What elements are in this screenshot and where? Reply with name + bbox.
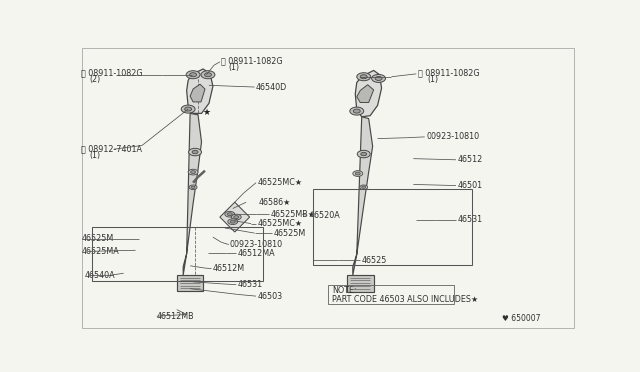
Circle shape xyxy=(355,172,360,175)
Text: NOTE:: NOTE: xyxy=(332,286,356,295)
Circle shape xyxy=(225,211,235,217)
Bar xyxy=(92,227,262,281)
Text: Ⓝ 08911-1082G: Ⓝ 08911-1082G xyxy=(221,57,283,66)
Text: 00923-10810: 00923-10810 xyxy=(426,132,479,141)
Polygon shape xyxy=(353,117,372,275)
Circle shape xyxy=(205,73,211,77)
Circle shape xyxy=(231,214,241,220)
Text: 46525MA: 46525MA xyxy=(81,247,119,256)
Circle shape xyxy=(375,76,382,80)
Circle shape xyxy=(181,105,195,113)
Text: 46531: 46531 xyxy=(458,215,483,224)
Text: (1): (1) xyxy=(428,75,438,84)
Circle shape xyxy=(188,169,198,175)
Circle shape xyxy=(230,220,236,223)
Text: PART CODE 46503 ALSO INCLUDES★: PART CODE 46503 ALSO INCLUDES★ xyxy=(332,295,478,304)
Circle shape xyxy=(362,186,365,189)
Text: ♥ 650007: ♥ 650007 xyxy=(502,314,540,323)
Text: 46512MA: 46512MA xyxy=(237,248,275,258)
Circle shape xyxy=(353,171,363,176)
Text: 46540D: 46540D xyxy=(256,83,287,92)
Circle shape xyxy=(350,107,364,115)
Polygon shape xyxy=(356,85,374,103)
Polygon shape xyxy=(187,69,213,113)
Circle shape xyxy=(357,150,370,158)
Text: 46503: 46503 xyxy=(257,292,283,301)
Text: 46512: 46512 xyxy=(458,155,483,164)
Text: (1): (1) xyxy=(229,63,240,72)
Polygon shape xyxy=(355,70,381,117)
Polygon shape xyxy=(220,202,250,232)
Circle shape xyxy=(356,73,371,81)
Circle shape xyxy=(360,185,368,190)
Text: 46525M: 46525M xyxy=(273,229,306,238)
Circle shape xyxy=(361,153,367,156)
Text: (1): (1) xyxy=(89,151,100,160)
Text: 46525MC★: 46525MC★ xyxy=(257,178,303,187)
Circle shape xyxy=(189,148,202,156)
Text: Ⓝ 08912-7401A: Ⓝ 08912-7401A xyxy=(81,145,143,154)
Circle shape xyxy=(189,185,197,190)
Text: 46525M: 46525M xyxy=(81,234,114,243)
Text: 46586★: 46586★ xyxy=(259,198,291,207)
Text: 00923-10810: 00923-10810 xyxy=(230,240,283,249)
Circle shape xyxy=(360,75,367,79)
Text: 46525MC★: 46525MC★ xyxy=(257,219,303,228)
Circle shape xyxy=(227,213,232,216)
Text: 46525MB★: 46525MB★ xyxy=(271,210,316,219)
Circle shape xyxy=(189,73,196,77)
Circle shape xyxy=(201,71,215,79)
Circle shape xyxy=(228,219,237,225)
Circle shape xyxy=(353,109,360,113)
Text: 46540A: 46540A xyxy=(85,271,116,280)
Circle shape xyxy=(372,74,385,83)
Polygon shape xyxy=(347,275,374,292)
Circle shape xyxy=(234,216,239,218)
Polygon shape xyxy=(190,84,205,102)
Text: 46531: 46531 xyxy=(237,280,263,289)
Polygon shape xyxy=(183,113,202,275)
Text: ★: ★ xyxy=(202,108,211,117)
Text: 46525: 46525 xyxy=(362,256,387,264)
Text: 46501: 46501 xyxy=(458,181,483,190)
Circle shape xyxy=(191,171,196,173)
Circle shape xyxy=(191,186,195,189)
Text: 46512M: 46512M xyxy=(213,264,245,273)
Text: (2): (2) xyxy=(89,75,100,84)
Circle shape xyxy=(186,71,200,79)
Text: 46520A: 46520A xyxy=(309,211,340,221)
Circle shape xyxy=(185,107,191,111)
Bar xyxy=(313,189,472,264)
Text: Ⓝ 08911-1082G: Ⓝ 08911-1082G xyxy=(419,69,480,78)
Circle shape xyxy=(192,150,198,154)
Text: 46512MB: 46512MB xyxy=(157,312,195,321)
Polygon shape xyxy=(177,275,203,291)
Text: Ⓝ 08911-1082G: Ⓝ 08911-1082G xyxy=(81,69,143,78)
